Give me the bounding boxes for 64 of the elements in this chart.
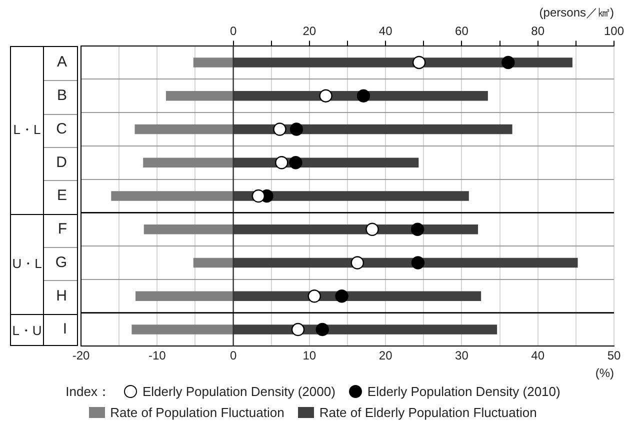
x2-tick-label: 100 <box>604 24 624 38</box>
point <box>411 256 425 270</box>
point <box>410 222 424 236</box>
y-tick-label: G <box>55 254 67 271</box>
legend-label: Elderly Population Density (2000) <box>142 384 336 399</box>
x2-tick-label: 0 <box>230 24 237 38</box>
bar <box>166 91 234 101</box>
point <box>290 122 304 136</box>
point <box>252 189 266 203</box>
y-tick-label: A <box>56 54 67 71</box>
point <box>289 156 302 170</box>
x-axis-title: (%) <box>595 366 614 380</box>
bar <box>233 58 572 68</box>
x-tick-label: -10 <box>148 348 166 363</box>
y-tick-label: C <box>56 120 68 138</box>
bar <box>143 158 234 168</box>
legend-label: Elderly Population Density (2010) <box>367 384 560 399</box>
x-tick-label: 40 <box>531 348 545 363</box>
x-tick-label: 20 <box>378 348 393 363</box>
y-tick-label: D <box>56 154 68 171</box>
x2-axis-title: (persons／㎢) <box>539 6 614 20</box>
bar <box>132 324 234 334</box>
x2-tick-label: 80 <box>531 24 545 38</box>
point <box>316 322 329 336</box>
bar <box>134 124 234 134</box>
point <box>308 290 321 303</box>
x2-tick-label: 20 <box>302 24 316 38</box>
bar <box>144 224 234 234</box>
y-tick-label: F <box>58 220 67 238</box>
bar <box>111 191 234 201</box>
bar <box>135 291 234 301</box>
point <box>319 89 332 102</box>
bar <box>233 324 498 334</box>
bar <box>233 258 578 268</box>
y2-tick-label: L・L <box>12 121 42 140</box>
point <box>291 322 305 336</box>
x-tick-label: 30 <box>455 348 469 363</box>
x2-tick-label: 60 <box>455 24 469 38</box>
point <box>275 156 288 170</box>
x-tick-label: 10 <box>302 348 316 363</box>
x-tick-label: 50 <box>607 348 621 363</box>
y-tick-label: E <box>56 187 67 204</box>
legend-label: Rate of Population Fluctuation <box>110 405 284 420</box>
x-tick-label: 0 <box>230 348 237 363</box>
point <box>366 222 379 236</box>
point <box>502 56 515 70</box>
y-tick-label: B <box>56 87 67 104</box>
point <box>412 56 426 70</box>
legend-label: Rate of Elderly Population Fluctuation <box>319 405 537 420</box>
x2-tick-label: 40 <box>378 24 393 38</box>
point <box>273 122 286 136</box>
bar <box>233 124 512 134</box>
y2-tick-label: U・L <box>11 254 43 273</box>
point <box>350 256 364 270</box>
x-tick-label: -20 <box>72 348 90 363</box>
bar <box>193 258 234 268</box>
point <box>356 89 370 102</box>
y-tick-label: I <box>62 320 67 338</box>
bar <box>233 191 469 201</box>
legend-title: Index： <box>66 382 110 400</box>
point <box>335 290 348 303</box>
y-tick-label: H <box>56 287 67 304</box>
y2-tick-label: L・U <box>11 322 43 340</box>
bar <box>193 58 234 68</box>
